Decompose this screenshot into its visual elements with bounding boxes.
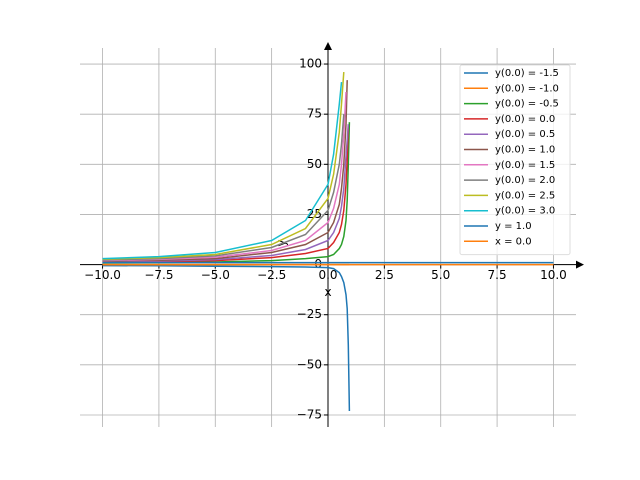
legend-box bbox=[459, 64, 571, 256]
data-line bbox=[102, 82, 343, 260]
legend-label: y(0.0) = 0.0 bbox=[495, 114, 555, 125]
y-tick-label: −25 bbox=[297, 307, 322, 321]
x-axis-label: x bbox=[324, 285, 331, 299]
x-tick-label: −5.0 bbox=[201, 268, 230, 282]
data-line bbox=[102, 264, 351, 412]
legend-label: y(0.0) = 0.5 bbox=[495, 129, 555, 140]
x-tick-label: −10.0 bbox=[84, 268, 121, 282]
data-line bbox=[102, 114, 345, 261]
x-tick-label: 7.5 bbox=[488, 268, 507, 282]
legend-label: y(0.0) = 1.0 bbox=[495, 145, 555, 156]
x-tick-label: −7.5 bbox=[144, 268, 173, 282]
x-tick-label: 2.5 bbox=[375, 268, 394, 282]
data-line bbox=[102, 124, 350, 263]
y-tick-label: 50 bbox=[307, 157, 322, 171]
legend-label: y(0.0) = 2.0 bbox=[495, 175, 555, 186]
y-tick-label: −75 bbox=[297, 407, 322, 421]
x-tick-label: −2.5 bbox=[257, 268, 286, 282]
legend-label: y(0.0) = -0.5 bbox=[495, 99, 559, 110]
y-arrow bbox=[324, 42, 332, 50]
data-line bbox=[102, 92, 347, 262]
legend-label: x = 0.0 bbox=[495, 236, 532, 247]
data-line bbox=[102, 122, 351, 264]
legend-label: y(0.0) = 2.5 bbox=[495, 190, 555, 201]
x-tick-label: 10.0 bbox=[540, 268, 567, 282]
legend-label: y(0.0) = 1.5 bbox=[495, 160, 555, 171]
x-tick-label: 5.0 bbox=[431, 268, 450, 282]
legend-label: y = 1.0 bbox=[495, 221, 532, 232]
y-tick-label: −50 bbox=[297, 357, 322, 371]
y-tick-label: 75 bbox=[307, 107, 322, 121]
legend-label: y(0.0) = -1.5 bbox=[495, 68, 559, 79]
data-line bbox=[102, 126, 350, 264]
x-arrow bbox=[576, 260, 584, 269]
data-line bbox=[102, 72, 345, 260]
data-line bbox=[102, 80, 348, 262]
y-tick-label: 100 bbox=[299, 57, 322, 71]
legend: y(0.0) = -1.5 y(0.0) = -1.0 y(0.0) = -0.5 y… bbox=[459, 64, 571, 256]
legend-label: y(0.0) = 3.0 bbox=[495, 206, 555, 217]
legend-label: y(0.0) = -1.0 bbox=[495, 83, 559, 94]
